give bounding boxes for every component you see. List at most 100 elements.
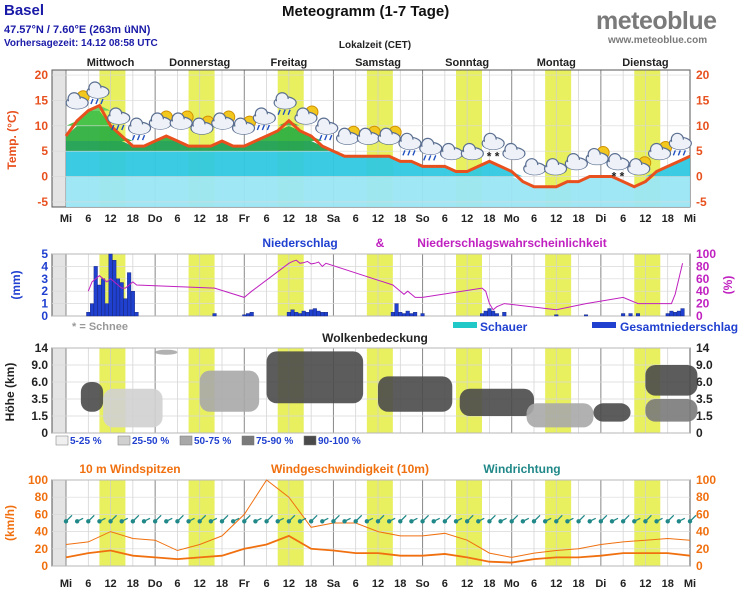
wind-ytick-left: 40 — [35, 525, 49, 539]
cloud-ytick-left: 6.0 — [31, 375, 48, 389]
precip-ytick-left: 4 — [41, 259, 48, 273]
precip-bar — [298, 313, 303, 317]
wind-direction-barb — [611, 517, 619, 522]
precip-daylight-band — [456, 254, 482, 316]
precip-bar — [123, 298, 128, 317]
cloud-block — [199, 370, 260, 412]
temp-ytick-right: 10 — [696, 119, 710, 133]
cloud-icon-fill — [87, 88, 108, 98]
temp-past-shade — [52, 70, 66, 207]
wind-direction-barb — [165, 517, 173, 522]
sun-cloud-icon — [169, 112, 193, 130]
x-tick-label: 18 — [483, 213, 495, 225]
precip-daylight-band — [545, 254, 572, 316]
cloud-legend-swatch — [241, 435, 255, 446]
cloud-ytick-left: 1.5 — [31, 409, 48, 423]
x-tick-label-bottom: 18 — [127, 578, 139, 590]
wind-gust-line — [65, 479, 691, 558]
precip-bar — [305, 312, 310, 317]
x-tick-label-bottom: 12 — [550, 578, 562, 590]
wind-direction-barb — [255, 517, 262, 522]
cloud-icon-fill — [420, 144, 441, 155]
cloud-icon-fill — [545, 164, 566, 175]
rain-cloud-icon — [127, 117, 152, 141]
rain-drop-icon — [100, 98, 104, 105]
meteoblue-logo[interactable]: meteoblue — [596, 7, 717, 35]
wind-direction-barb — [377, 514, 385, 522]
wind-direction-title: Windrichtung — [483, 462, 560, 476]
temp-ytick-left: 20 — [35, 68, 49, 82]
x-tick-label: 12 — [550, 213, 562, 225]
precip-bar — [127, 272, 132, 317]
precip-bar — [665, 313, 670, 317]
rain-cloud-icon — [419, 137, 443, 161]
cloud-icon-fill — [275, 98, 296, 109]
wind-direction-barb — [578, 514, 586, 522]
sun-cloud-icon — [211, 112, 235, 130]
cloud-ytick-right: 3.5 — [696, 392, 713, 406]
x-tick-label: 18 — [216, 213, 228, 225]
wind-direction-barb — [500, 517, 507, 522]
day-name: Montag — [537, 57, 576, 69]
rain-cloud-icon — [398, 132, 422, 156]
x-tick-label: Sa — [327, 213, 341, 225]
local-time-label: Lokalzeit (CET) — [339, 40, 411, 51]
x-tick-label: So — [416, 213, 430, 225]
x-tick-label-bottom: Mi — [60, 578, 72, 590]
rain-drop-icon — [412, 150, 416, 156]
cloud-block — [266, 351, 364, 404]
cloud-legend-swatch — [303, 435, 317, 446]
precip-ytick-right: 20 — [696, 297, 710, 311]
cloud-ytick-left: 9.0 — [31, 358, 48, 372]
wind-direction-barb — [488, 514, 496, 522]
rain-drop-icon — [672, 150, 676, 156]
wind-direction-barb — [344, 517, 351, 522]
precip-past-shade — [52, 254, 66, 316]
wind-direction-barb — [678, 517, 686, 522]
x-tick-label-bottom: 12 — [372, 578, 384, 590]
wind-ytick-left: 80 — [35, 490, 49, 504]
rain-cloud-icon — [315, 117, 339, 141]
x-tick-label: 12 — [283, 213, 295, 225]
rain-drop-icon — [433, 155, 437, 161]
precip-bar — [628, 313, 633, 317]
wind-direction-barb — [154, 514, 162, 522]
day-name: Freitag — [271, 57, 308, 69]
wind-axis-label: (km/h) — [3, 505, 17, 541]
rain-drop-icon — [256, 124, 260, 131]
wind-direction-dot — [386, 519, 392, 524]
cloud-block — [459, 388, 534, 416]
x-tick-label: 6 — [620, 213, 626, 225]
probability-line — [87, 259, 684, 311]
precip-ytick-right: 80 — [696, 259, 710, 273]
rain-drop-icon — [402, 150, 406, 156]
cloud-legend-label: 5-25 % — [70, 436, 102, 447]
precip-bar — [413, 312, 418, 317]
precip-bar — [101, 278, 106, 317]
cloud-icon-fill — [233, 124, 254, 135]
wind-ytick-left: 20 — [35, 542, 49, 556]
wind-direction-barb — [388, 517, 396, 522]
rain-cloud-icon — [668, 132, 692, 156]
location-name: Basel — [4, 2, 45, 19]
cloud-title: Wolkenbedeckung — [322, 331, 428, 345]
precip-bar — [409, 313, 414, 317]
x-tick-label-bottom: 6 — [531, 578, 537, 590]
wind-direction-barb — [633, 517, 641, 522]
cloud-icon-fill — [337, 134, 358, 145]
cloud-icon-fill — [191, 124, 212, 135]
precip-bar — [97, 284, 102, 317]
total-precip-legend-label: Gesamtniederschlag — [620, 320, 738, 334]
temp-band-fill — [66, 141, 690, 152]
wind-direction-dot — [342, 519, 347, 524]
temp-ytick-right: 20 — [696, 68, 710, 82]
cloud-icon-fill — [379, 134, 400, 145]
cloud-legend-swatch — [55, 435, 69, 446]
meteoblue-url[interactable]: www.meteoblue.com — [608, 35, 708, 46]
x-tick-label: Di — [595, 213, 606, 225]
cloud-ytick-left: 3.5 — [31, 392, 48, 406]
total-precip-legend-swatch — [592, 322, 616, 328]
wind-ytick-right: 40 — [696, 525, 710, 539]
x-tick-label: 6 — [264, 213, 270, 225]
wind-direction-barb — [277, 517, 285, 522]
